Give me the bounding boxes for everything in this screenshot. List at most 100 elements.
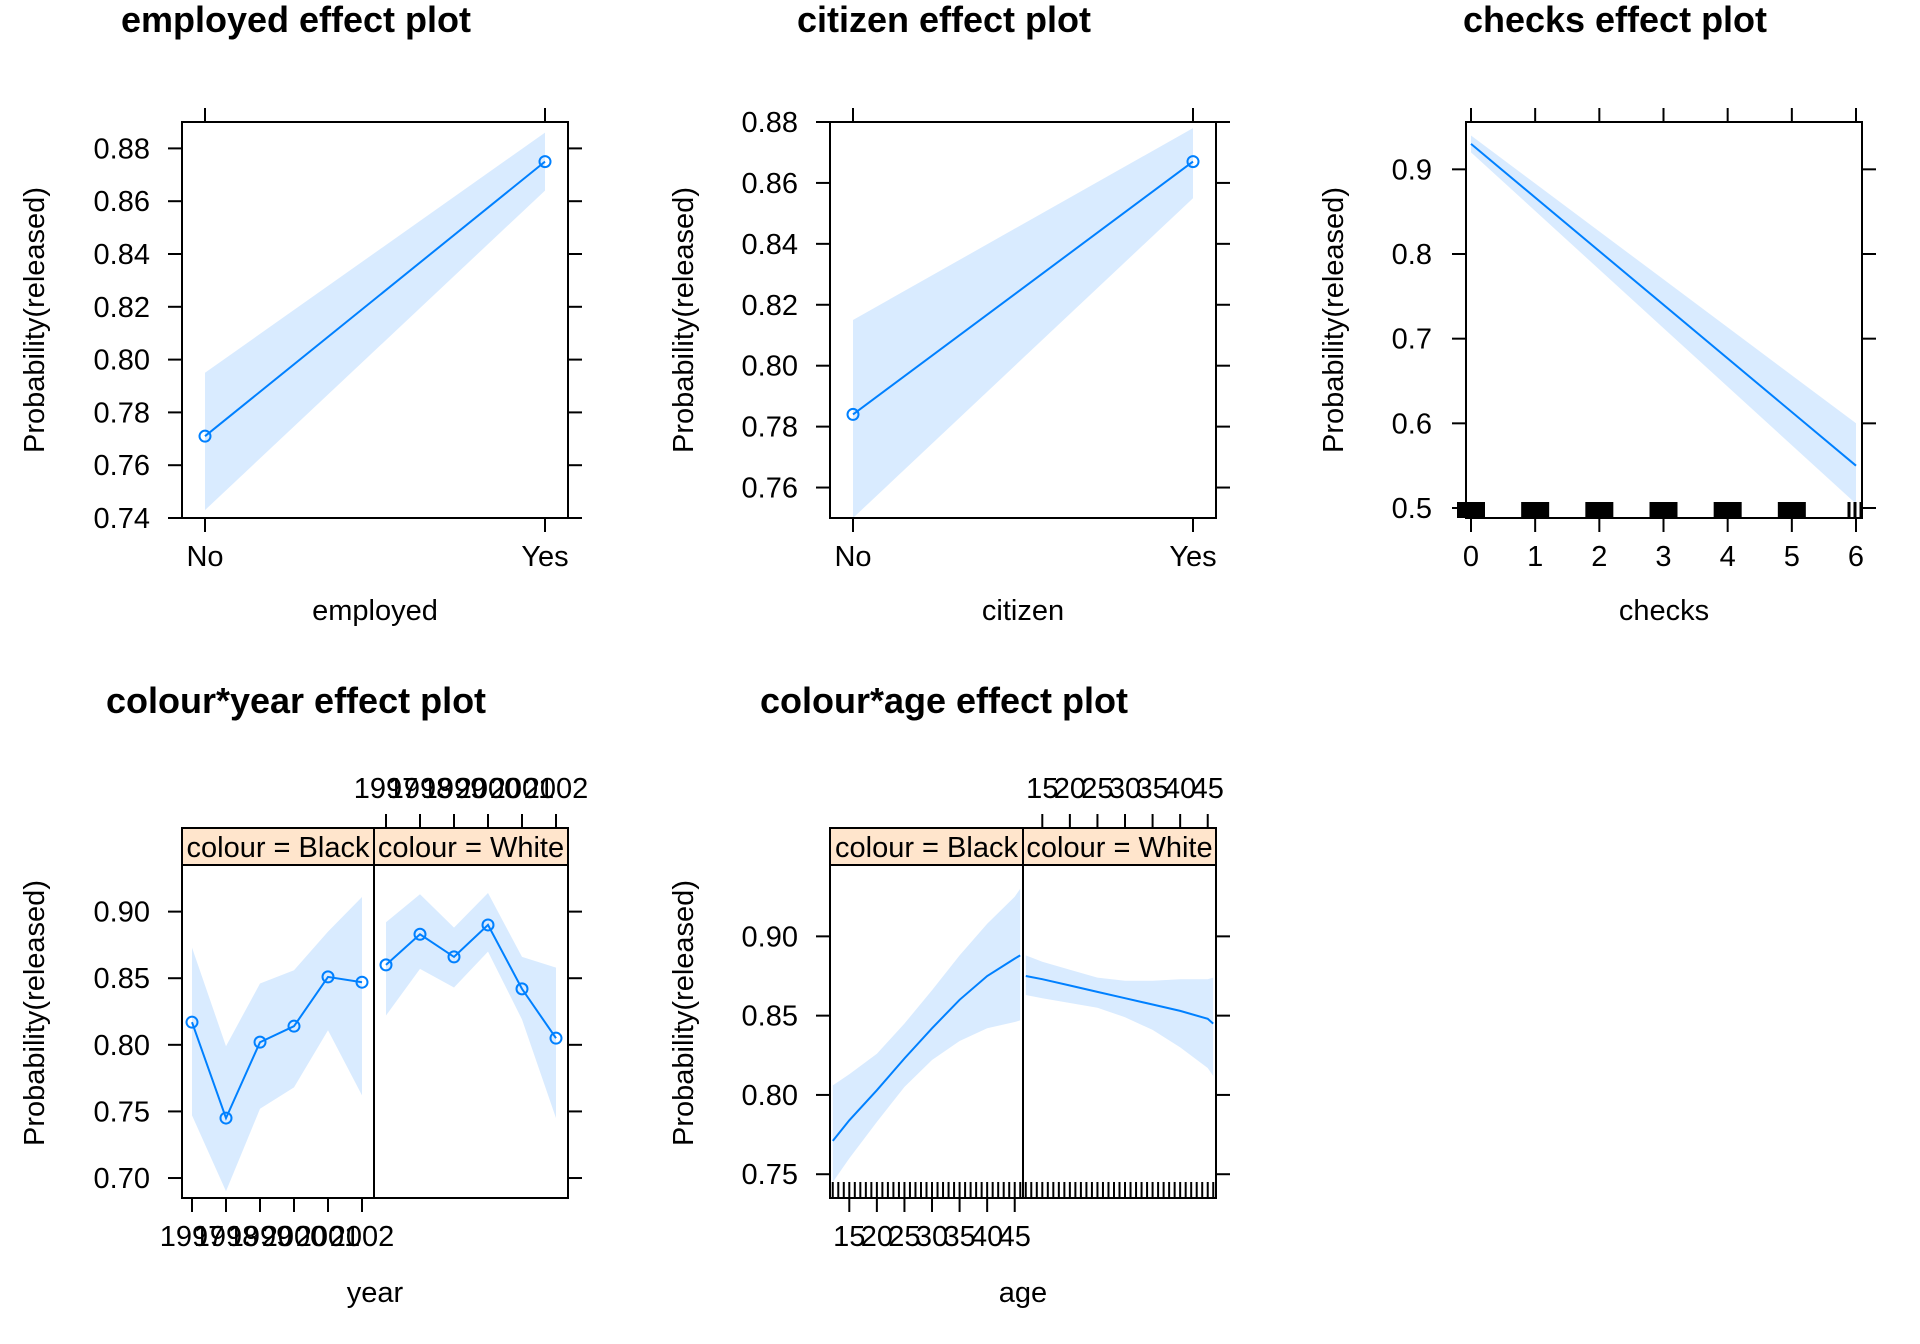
y-tick-label: 0.76: [742, 473, 798, 505]
x-tick-label: Yes: [1169, 541, 1216, 573]
y-tick-label: 0.70: [94, 1163, 150, 1195]
strip-header: [1022, 827, 1217, 866]
x-tick-label: 30: [916, 1221, 948, 1253]
chart-title: checks effect plot: [1463, 0, 1767, 40]
y-tick-label: 0.86: [94, 186, 150, 218]
data-point: [253, 1035, 267, 1049]
x-tick-label-top: 25: [1081, 773, 1113, 805]
data-point: [287, 1019, 301, 1033]
x-tick-label: 2001: [296, 1221, 361, 1253]
y-tick-label: 0.80: [742, 1080, 798, 1112]
y-tick-label: 0.85: [742, 1001, 798, 1033]
y-tick-label: 0.74: [94, 503, 150, 535]
data-point: [413, 927, 427, 941]
x-tick-label-top: 20: [1054, 773, 1086, 805]
x-tick-label: No: [834, 541, 871, 573]
year-panel-white: [379, 893, 563, 1119]
confidence-band: [205, 132, 545, 511]
x-tick-label: 40: [971, 1221, 1003, 1253]
x-tick-label-top: 2000: [456, 773, 521, 805]
y-tick-label: 0.86: [742, 168, 798, 200]
confidence-band: [1025, 955, 1214, 1076]
x-tick-label: 20: [861, 1221, 893, 1253]
y-tick-label: 0.88: [94, 133, 150, 165]
data-point: [379, 958, 393, 972]
x-tick-label: 1998: [194, 1221, 259, 1253]
y-tick-label: 0.82: [94, 292, 150, 324]
x-tick-label-top: 30: [1109, 773, 1141, 805]
y-tick-label: 0.6: [1392, 408, 1432, 440]
y-tick-label: 0.80: [94, 1030, 150, 1062]
y-tick-label: 0.80: [94, 345, 150, 377]
y-tick-label: 0.78: [94, 397, 150, 429]
fit-line: [852, 160, 1194, 416]
effect-panel-checks: [1457, 135, 1863, 518]
x-tick-label: 3: [1655, 541, 1671, 573]
age-panel-black: [831, 888, 1022, 1198]
rug-tick: [1777, 502, 1806, 518]
data-point: [846, 407, 860, 421]
x-tick-label: 25: [888, 1221, 920, 1253]
y-axis-label: Probability(released): [668, 880, 700, 1146]
effect-panel-employed: [198, 132, 552, 511]
y-tick-label: 0.90: [94, 897, 150, 929]
x-axis-label: checks: [1619, 595, 1709, 627]
chart-title: colour*age effect plot: [760, 680, 1128, 721]
x-tick-label: 5: [1784, 541, 1800, 573]
plot-frame: [829, 121, 1217, 519]
plot-frame: [181, 121, 569, 519]
fit-line: [1025, 975, 1214, 1025]
x-axis-label: employed: [312, 595, 438, 627]
fit-line: [1470, 143, 1857, 467]
y-tick-label: 0.84: [742, 229, 798, 261]
x-tick-label-top: 1999: [422, 773, 487, 805]
data-point: [355, 975, 369, 989]
rug-tick: [1457, 502, 1485, 518]
confidence-band: [386, 893, 556, 1119]
y-axis-label: Probability(released): [19, 187, 51, 453]
data-point: [549, 1031, 563, 1045]
strip-label: colour = Black: [187, 832, 370, 864]
y-tick-label: 0.9: [1392, 154, 1432, 186]
rug-tick: [1649, 502, 1678, 518]
strip-label: colour = Black: [835, 832, 1018, 864]
x-tick-label-top: 2001: [490, 773, 555, 805]
y-tick-label: 0.78: [742, 412, 798, 444]
x-tick-label: 0: [1463, 541, 1479, 573]
y-tick-label: 0.75: [94, 1096, 150, 1128]
x-tick-label: 35: [943, 1221, 975, 1253]
y-tick-label: 0.8: [1392, 239, 1432, 271]
y-tick-label: 0.85: [94, 963, 150, 995]
strip-header: [181, 827, 375, 866]
data-point: [198, 429, 212, 443]
age-panel-white: [1024, 955, 1215, 1198]
chart-title: colour*year effect plot: [106, 680, 486, 721]
chart-title: citizen effect plot: [797, 0, 1091, 40]
x-tick-label: 1: [1527, 541, 1543, 573]
y-axis-label: Probability(released): [1318, 187, 1350, 453]
y-tick-label: 0.76: [94, 450, 150, 482]
data-point: [185, 1015, 199, 1029]
x-tick-label-top: 45: [1192, 773, 1224, 805]
y-tick-label: 0.88: [742, 107, 798, 139]
year-panel-black: [185, 897, 369, 1192]
strip-header: [373, 827, 569, 866]
strip-label: colour = White: [1026, 832, 1212, 864]
fit-line: [832, 954, 1021, 1142]
x-tick-label: 15: [833, 1221, 865, 1253]
x-tick-label: 2: [1591, 541, 1607, 573]
data-point: [219, 1111, 233, 1125]
data-point: [481, 918, 495, 932]
data-point: [538, 155, 552, 169]
x-tick-label-top: 40: [1164, 773, 1196, 805]
rug-tick: [1521, 502, 1550, 518]
y-axis-label: Probability(released): [19, 880, 51, 1146]
rug-tick: [1713, 502, 1742, 518]
rug-tick: [1585, 502, 1614, 518]
effect-panel-citizen: [846, 128, 1200, 518]
x-axis-label: year: [347, 1277, 404, 1309]
x-tick-label: 2000: [262, 1221, 327, 1253]
confidence-band: [192, 897, 362, 1192]
data-point: [447, 950, 461, 964]
y-tick-label: 0.84: [94, 239, 150, 271]
